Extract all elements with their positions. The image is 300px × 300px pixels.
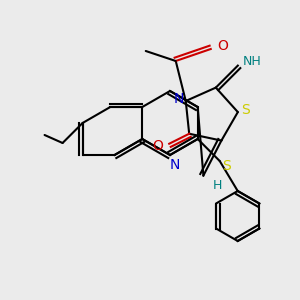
Text: O: O [152, 139, 163, 153]
Text: N: N [170, 158, 180, 172]
Text: O: O [217, 39, 228, 53]
Text: S: S [222, 159, 231, 173]
Text: N: N [174, 92, 184, 106]
Text: H: H [213, 179, 222, 192]
Text: NH: NH [242, 55, 261, 68]
Text: S: S [242, 103, 250, 117]
